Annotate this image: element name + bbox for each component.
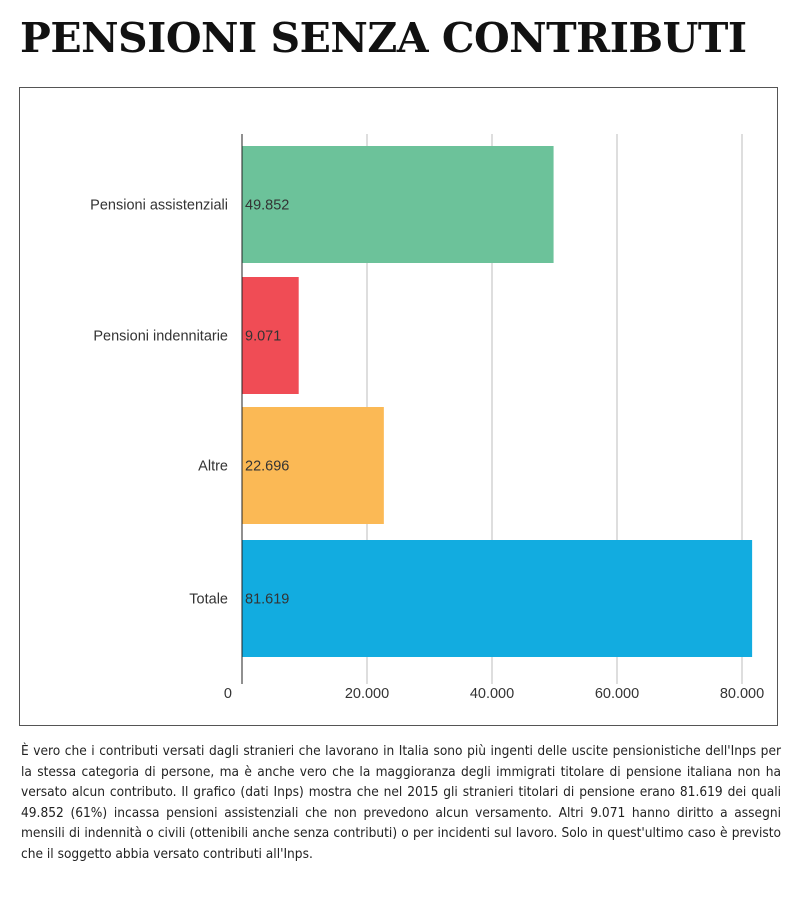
value-label-1: 9.071 (245, 329, 281, 345)
x-tick-label-3: 60.000 (595, 686, 639, 702)
value-label-0: 49.852 (245, 198, 289, 214)
bar-3 (242, 540, 753, 657)
x-tick-label-1: 20.000 (345, 686, 389, 702)
category-label-0: Pensioni assistenziali (90, 198, 228, 214)
bar-0 (242, 146, 554, 263)
category-label-2: Altre (198, 459, 228, 475)
x-tick-label-0: 0 (224, 686, 232, 702)
value-label-2: 22.696 (245, 459, 289, 475)
x-tick-label-2: 40.000 (470, 686, 514, 702)
bar-chart: Pensioni assistenziali 49.852 Pensioni ind… (90, 134, 764, 702)
chart-caption: È vero che i contributi versati dagli st… (21, 743, 781, 862)
category-label-1: Pensioni indennitarie (93, 329, 228, 345)
x-tick-label-4: 80.000 (720, 686, 764, 702)
bar-2 (242, 407, 384, 524)
category-label-3: Totale (189, 592, 228, 608)
value-label-3: 81.619 (245, 592, 289, 608)
chart-frame: Pensioni assistenziali 49.852 Pensioni ind… (19, 87, 778, 726)
page-title: PENSIONI SENZA CONTRIBUTI (20, 14, 747, 62)
bar-1 (242, 277, 299, 394)
